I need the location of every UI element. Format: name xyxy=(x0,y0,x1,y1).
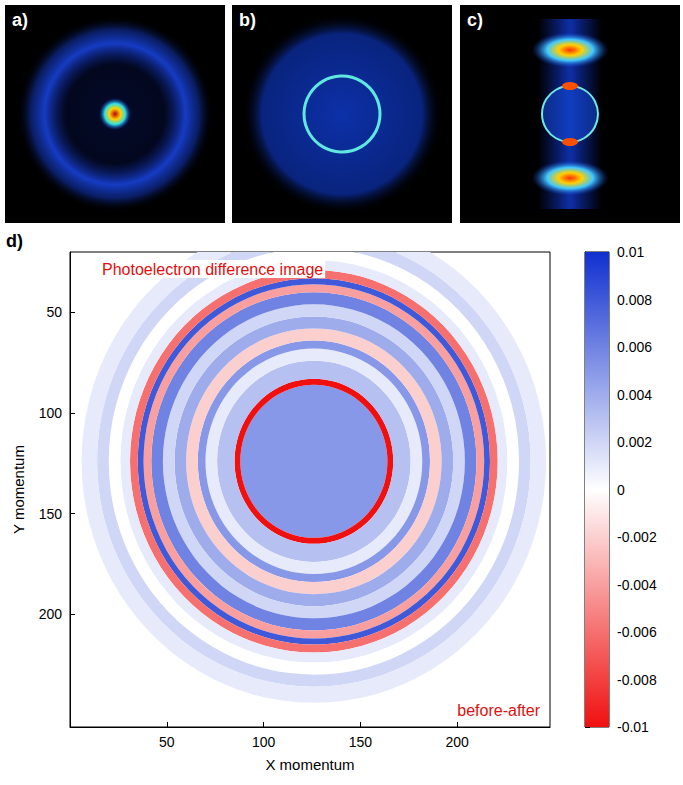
svg-text:b): b) xyxy=(239,10,256,30)
svg-text:Y momentum: Y momentum xyxy=(10,445,27,534)
svg-text:0.004: 0.004 xyxy=(617,387,652,403)
svg-text:100: 100 xyxy=(252,734,276,750)
svg-text:-0.004: -0.004 xyxy=(617,577,657,593)
svg-text:0.006: 0.006 xyxy=(617,339,652,355)
svg-text:a): a) xyxy=(12,10,28,30)
svg-text:c): c) xyxy=(467,10,483,30)
svg-text:150: 150 xyxy=(39,506,63,522)
svg-text:-0.002: -0.002 xyxy=(617,529,657,545)
svg-text:-0.01: -0.01 xyxy=(617,719,649,735)
svg-text:0.01: 0.01 xyxy=(617,244,644,260)
svg-text:50: 50 xyxy=(159,734,175,750)
svg-text:before-after: before-after xyxy=(457,702,540,719)
svg-text:d): d) xyxy=(6,231,23,251)
svg-text:-0.008: -0.008 xyxy=(617,672,657,688)
svg-text:100: 100 xyxy=(39,405,63,421)
svg-text:0.008: 0.008 xyxy=(617,292,652,308)
svg-text:0: 0 xyxy=(617,482,625,498)
svg-text:-0.006: -0.006 xyxy=(617,624,657,640)
svg-text:0.002: 0.002 xyxy=(617,434,652,450)
svg-text:Photoelectron difference image: Photoelectron difference image xyxy=(102,261,323,278)
svg-text:200: 200 xyxy=(445,734,469,750)
svg-text:50: 50 xyxy=(46,304,62,320)
svg-text:X momentum: X momentum xyxy=(265,756,354,773)
svg-text:150: 150 xyxy=(349,734,373,750)
svg-text:200: 200 xyxy=(39,606,63,622)
